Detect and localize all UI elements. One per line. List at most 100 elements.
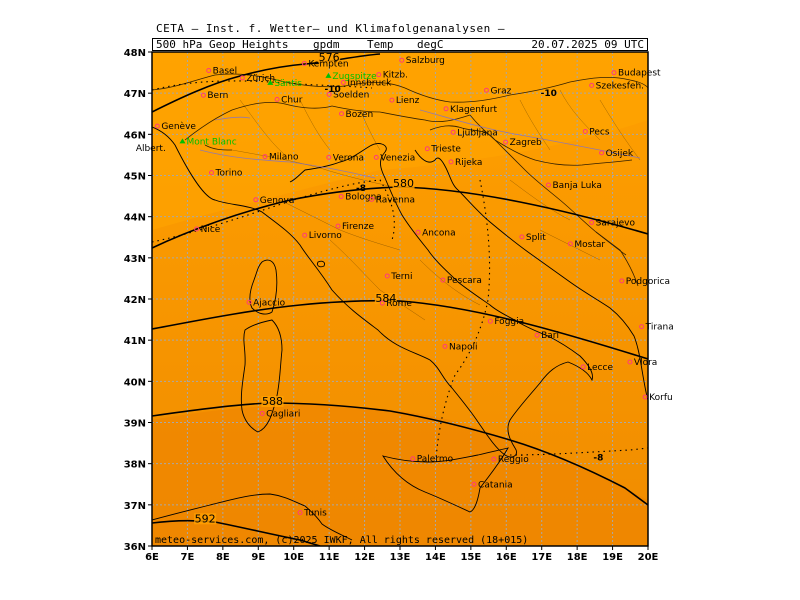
isohypse-label: 580 <box>393 177 414 190</box>
lat-tick-label: 42N <box>124 295 146 306</box>
isohypse-label-bg <box>261 395 284 407</box>
lon-tick-label: 13E <box>390 552 411 563</box>
lon-tick-label: 10E <box>283 552 304 563</box>
city-label: Osijek <box>606 149 634 159</box>
city-marker <box>239 75 245 81</box>
city-label: Kempten <box>308 60 348 70</box>
city-label: Rijeka <box>455 158 482 168</box>
lat-tick-label: 41N <box>124 336 146 347</box>
field2-unit: degC <box>417 38 444 51</box>
axis-ticks: 6E 7E 8E 9E 10E 11E 12E 13E 14E 15E 16E 17E 18E 19E 20… <box>124 48 659 563</box>
place-label: Albert. <box>136 144 166 154</box>
city-marker <box>297 510 303 516</box>
lon-tick-label: 20E <box>638 552 659 563</box>
lat-tick-label: 47N <box>124 89 146 100</box>
city-marker <box>450 129 456 135</box>
city-label: Bari <box>541 331 559 341</box>
forecast-datetime: 20.07.2025 09 UTC <box>531 38 644 51</box>
lon-tick-label: 17E <box>531 552 552 563</box>
city-marker <box>338 193 344 199</box>
city-label: Ljubljana <box>457 128 498 138</box>
city-label: Ravenna <box>376 195 415 205</box>
city-label: Tirana <box>645 323 674 333</box>
regional-borders <box>231 89 641 321</box>
lat-tick-label: 38N <box>124 460 146 471</box>
city-label: Ancona <box>422 228 456 238</box>
city-marker <box>424 146 430 152</box>
city-marker <box>326 154 332 160</box>
lon-tick-label: 9E <box>251 552 265 563</box>
temperature-labels: -10 -10 -8 -8 <box>325 85 604 463</box>
city-label: Firenze <box>342 222 374 232</box>
rivers <box>199 109 641 179</box>
city-marker <box>503 139 509 145</box>
city-marker <box>399 57 405 63</box>
city-marker <box>253 197 259 203</box>
city-label: Verona <box>333 153 364 163</box>
mountain-label: Mont Blanc <box>186 137 236 147</box>
city-marker <box>302 232 308 238</box>
temperature-label: -10 <box>325 85 341 95</box>
lat-tick-label: 44N <box>124 213 146 224</box>
city-marker <box>389 97 395 103</box>
city-label: Graz <box>490 86 511 96</box>
map-title: CETA — Inst. f. Wetter— und Klimafolgena… <box>156 22 506 35</box>
lon-tick-label: 18E <box>567 552 588 563</box>
sardinia-coast <box>240 319 283 433</box>
city-label: Soelden <box>333 90 369 100</box>
sicily-coast <box>382 447 509 513</box>
city-label: Palermo <box>417 455 454 465</box>
lon-tick-label: 15E <box>460 552 481 563</box>
city-label: Torino <box>215 169 243 179</box>
field2-name: Temp <box>367 38 394 51</box>
city-marker <box>491 456 497 462</box>
city-marker <box>154 123 160 129</box>
city-label: Mostar <box>574 240 605 250</box>
lat-tick-label: 48N <box>124 48 146 59</box>
city-marker <box>487 318 493 324</box>
city-markers: Kempten Salzburg Basel Zürich Bern Chur Innsbr… <box>154 56 674 519</box>
city-label: Reggio <box>498 455 529 465</box>
lon-tick-label: 19E <box>602 552 623 563</box>
city-marker <box>335 223 341 229</box>
city-marker <box>246 299 252 305</box>
city-label: Basel <box>213 67 237 77</box>
city-marker <box>339 111 345 117</box>
city-label: Bozen <box>346 110 374 120</box>
city-marker <box>440 277 446 283</box>
city-label: Bologna <box>345 192 382 202</box>
lon-tick-label: 8E <box>216 552 230 563</box>
city-marker <box>627 359 633 365</box>
city-label: Livorno <box>309 231 343 241</box>
city-marker <box>415 229 421 235</box>
city-label: Chur <box>281 95 303 105</box>
city-marker <box>301 61 307 67</box>
city-marker <box>519 234 525 240</box>
city-marker <box>200 92 206 98</box>
city-marker <box>545 182 551 188</box>
city-marker <box>384 273 390 279</box>
header-info-bar: 500 hPa Geop Heights gpdm Temp degC 20.0… <box>152 38 648 51</box>
lat-tick-label: 45N <box>124 172 146 183</box>
city-label: Innsbruck <box>347 78 392 88</box>
temperature-label: -8 <box>593 453 603 463</box>
city-label: Napoli <box>449 342 477 352</box>
city-label: Banja Luka <box>552 181 601 191</box>
isohypse-label-bg <box>392 177 415 189</box>
isohypse-label-bg <box>374 293 397 305</box>
city-marker <box>274 96 280 102</box>
city-label: Nice <box>201 225 221 235</box>
lon-tick-label: 7E <box>181 552 195 563</box>
isohypse-label-bg <box>194 513 217 525</box>
city-marker <box>443 106 449 112</box>
lat-tick-label: 40N <box>124 377 146 388</box>
city-label: Ajaccio <box>253 298 286 308</box>
city-marker <box>410 456 416 462</box>
temperature-label: -10 <box>541 89 557 99</box>
city-label: Salzburg <box>406 56 445 66</box>
city-marker <box>580 364 586 370</box>
city-label: Tunis <box>303 509 327 519</box>
field-name: 500 hPa Geop Heights <box>156 38 289 51</box>
